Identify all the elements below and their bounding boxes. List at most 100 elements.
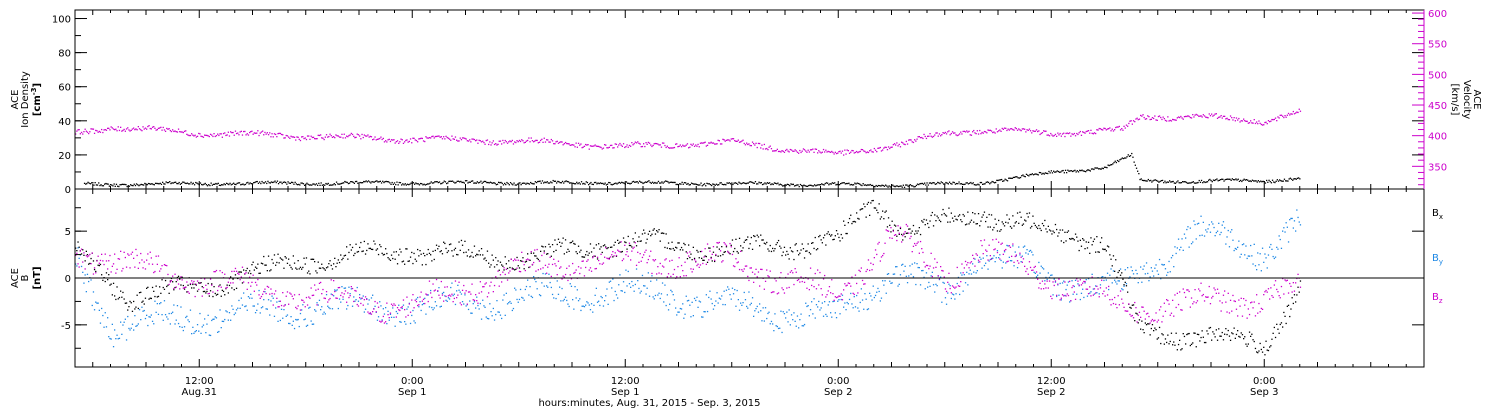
point-velocity — [1013, 129, 1015, 131]
point-bz — [912, 245, 915, 247]
point-bz — [806, 287, 808, 289]
point-bx — [266, 270, 268, 272]
point-bx — [670, 248, 672, 250]
point-bz — [661, 265, 664, 267]
point-velocity — [613, 147, 615, 149]
point-bx — [78, 246, 80, 248]
point-bx — [794, 244, 796, 246]
point-bx — [915, 230, 917, 232]
point-velocity — [947, 131, 949, 133]
point-bz — [284, 304, 286, 306]
point-bx — [454, 247, 457, 249]
point-by — [600, 295, 602, 298]
point-density — [1275, 180, 1277, 182]
point-density — [451, 180, 454, 182]
point-density — [222, 184, 224, 186]
point-bz — [375, 311, 377, 313]
point-velocity — [796, 151, 799, 153]
point-by — [1227, 229, 1229, 232]
point-bz — [211, 284, 213, 286]
point-bz — [617, 249, 619, 251]
point-velocity — [540, 139, 542, 142]
point-density — [203, 183, 205, 185]
point-by — [84, 274, 86, 276]
point-by — [386, 323, 388, 325]
point-bz — [131, 251, 134, 253]
point-velocity — [149, 127, 151, 130]
point-density — [350, 181, 352, 183]
point-bx — [1201, 330, 1203, 332]
point-by — [1226, 236, 1228, 238]
point-by — [751, 297, 754, 299]
point-by — [269, 314, 271, 316]
point-bx — [446, 251, 448, 254]
point-density — [1093, 168, 1095, 171]
point-velocity — [701, 142, 703, 144]
point-bx — [157, 295, 160, 298]
point-velocity — [174, 130, 176, 132]
point-bz — [381, 320, 383, 322]
point-by — [247, 296, 250, 298]
point-density — [970, 181, 972, 184]
point-bx — [402, 260, 405, 262]
point-density — [196, 182, 198, 184]
point-density — [1215, 179, 1217, 181]
point-density — [576, 181, 578, 183]
point-velocity — [757, 142, 760, 145]
point-by — [262, 306, 264, 308]
point-velocity — [392, 139, 394, 141]
point-by — [511, 309, 513, 312]
point-density — [1189, 182, 1191, 184]
point-bx — [1154, 327, 1156, 329]
point-velocity — [1082, 131, 1084, 133]
point-by — [632, 285, 634, 287]
point-bx — [854, 221, 857, 223]
point-bz — [605, 247, 607, 249]
point-velocity — [1182, 118, 1184, 120]
point-bx — [453, 249, 455, 251]
point-density — [224, 184, 226, 186]
point-density — [1267, 181, 1269, 183]
point-density — [653, 182, 655, 184]
point-velocity — [717, 139, 719, 141]
point-velocity — [843, 154, 845, 156]
point-bx — [1008, 218, 1010, 220]
point-bx — [1060, 240, 1062, 242]
point-velocity — [222, 132, 225, 135]
point-by — [832, 300, 834, 303]
point-bx — [1252, 339, 1254, 341]
point-bx — [975, 223, 977, 225]
point-by — [1218, 222, 1220, 224]
point-by — [480, 318, 483, 320]
point-velocity — [230, 131, 232, 133]
point-bz — [574, 271, 576, 274]
point-density — [1056, 170, 1058, 172]
point-bx — [177, 275, 180, 277]
point-by — [963, 274, 965, 276]
point-by — [795, 325, 797, 327]
point-density — [190, 181, 192, 183]
point-velocity — [479, 140, 481, 142]
point-bz — [893, 234, 896, 236]
point-velocity — [1261, 124, 1264, 126]
point-density — [1029, 173, 1031, 176]
point-density — [383, 181, 385, 184]
point-velocity — [1269, 121, 1271, 123]
point-velocity — [1168, 120, 1170, 122]
point-density — [1185, 181, 1187, 183]
point-density — [906, 184, 908, 186]
point-bx — [141, 301, 143, 303]
point-bz — [727, 250, 729, 253]
point-by — [620, 290, 622, 292]
point-bx — [577, 245, 580, 247]
point-velocity — [814, 148, 816, 150]
point-bx — [243, 269, 245, 271]
point-density — [1223, 180, 1225, 182]
point-density — [954, 183, 957, 185]
point-velocity — [390, 139, 393, 141]
point-by — [215, 317, 218, 319]
point-by — [1058, 294, 1060, 296]
point-velocity — [83, 131, 85, 133]
point-velocity — [665, 146, 667, 149]
point-bx — [1103, 248, 1105, 251]
